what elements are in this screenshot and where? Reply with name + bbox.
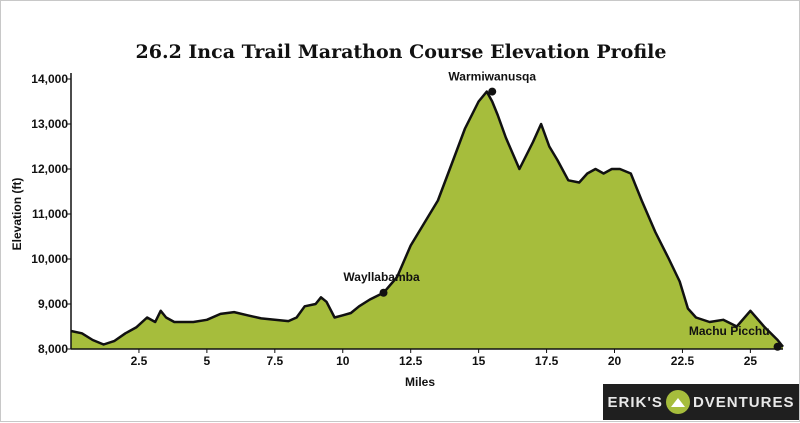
y-tick-label: 11,000 xyxy=(32,207,68,221)
plot-area: 8,000 9,000 10,000 11,000 12,000 13,000 14,000… xyxy=(31,70,784,368)
annotation-label: Warmiwanusqa xyxy=(448,70,536,84)
x-tick-label: 10 xyxy=(336,354,350,368)
annotation-marker xyxy=(773,342,782,351)
annotation-marker xyxy=(488,87,497,96)
x-tick-label: 12.5 xyxy=(399,354,423,368)
annotation-label: Machu Picchu xyxy=(689,324,770,338)
chart-title: 26.2 Inca Trail Marathon Course Elevatio… xyxy=(136,41,667,63)
x-tick-label: 17.5 xyxy=(535,354,559,368)
x-tick-label: 15 xyxy=(472,354,486,368)
annotation-label: Wayllabamba xyxy=(343,270,420,284)
logo-text-right: DVENTURES xyxy=(692,393,795,411)
x-tick-label: 25 xyxy=(744,354,758,368)
y-tick-label: 12,000 xyxy=(31,162,68,176)
x-tick-label: 2.5 xyxy=(131,354,148,368)
eriks-adventures-logo: ERIK'S DVENTURES xyxy=(603,384,799,420)
x-tick-label: 22.5 xyxy=(671,354,695,368)
logo-text-left: ERIK'S xyxy=(607,393,663,411)
x-tick-label: 7.5 xyxy=(266,354,283,368)
mountain-logo-icon xyxy=(665,390,690,414)
x-tick-label: 20 xyxy=(608,354,622,368)
y-axis-label: Elevation (ft) xyxy=(10,178,24,251)
annotation-marker xyxy=(379,288,388,297)
x-axis-label: Miles xyxy=(405,375,435,389)
y-tick-label: 14,000 xyxy=(31,72,68,86)
elevation-line xyxy=(70,90,784,348)
y-tick-label: 13,000 xyxy=(31,117,68,131)
y-tick-label: 10,000 xyxy=(31,252,68,266)
y-tick-label: 8,000 xyxy=(38,342,68,356)
y-tick-label: 9,000 xyxy=(38,297,68,311)
x-tick-label: 5 xyxy=(204,354,211,368)
